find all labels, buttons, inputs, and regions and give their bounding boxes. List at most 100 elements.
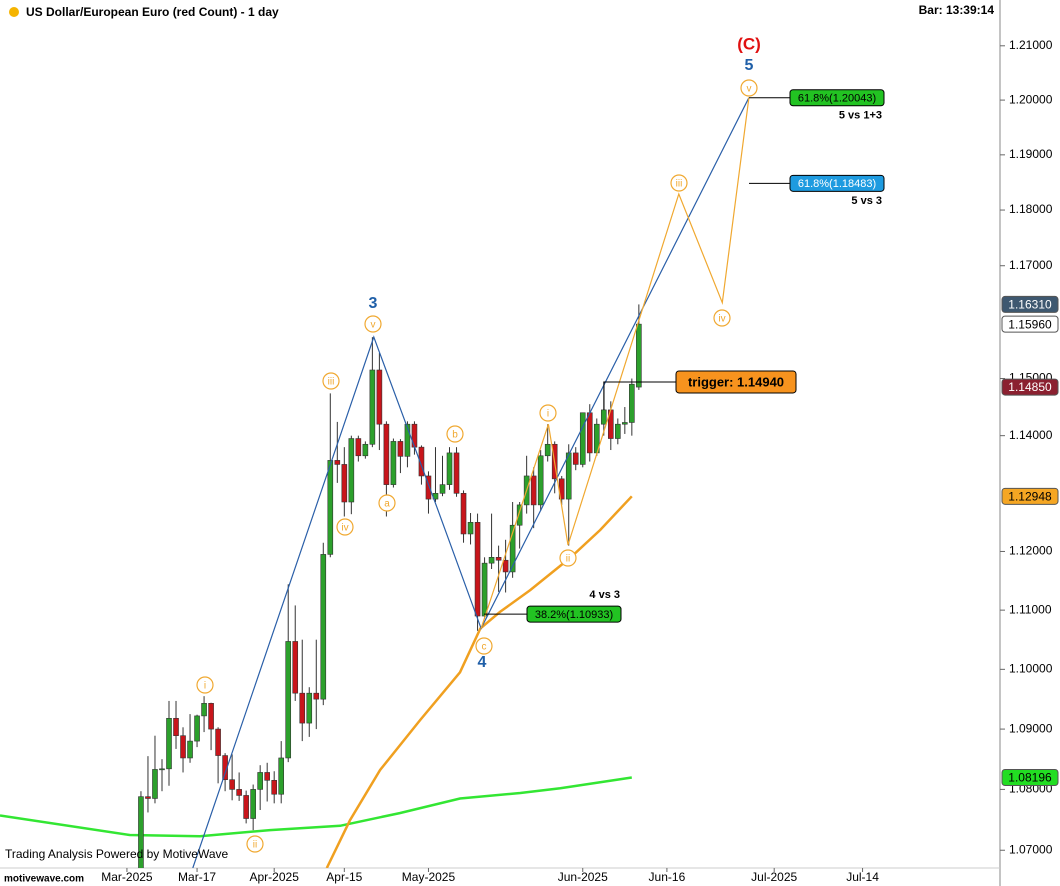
candle-body [313,692,320,700]
wave-label: ii [566,554,570,565]
y-tick-label: 1.07000 [1009,842,1053,856]
wave-label-circle [378,494,396,512]
wave-label: c [482,642,487,653]
x-tick-label: Apr-15 [326,870,362,884]
bar-time: Bar: 13:39:14 [919,3,995,17]
x-tick-label: Jul-14 [846,870,879,884]
price-tag [1001,378,1059,396]
candle-body [600,409,607,425]
wave-label-circle [475,637,493,655]
candle-body [250,789,256,819]
y-tick-label: 1.21000 [1009,38,1053,52]
x-tick-label: Mar-17 [178,870,216,884]
candle-body [636,323,642,388]
candle-body [194,715,200,742]
candle-body [411,423,418,448]
wave-label-circle [322,372,340,390]
x-tick-label: Jun-2025 [558,870,608,884]
price-tag-label: 1.12948 [1008,489,1052,503]
candle-body [362,443,369,457]
x-tick-label: Mar-2025 [101,870,153,884]
candle-body [229,779,235,790]
candle-body [615,423,621,439]
candle-body [138,796,144,868]
candle-body [622,422,628,425]
candle-body [264,772,270,781]
candle-body [446,452,453,485]
candle-body [537,455,544,506]
candle-body [285,641,292,759]
candle-body [201,703,207,717]
y-tick-label: 1.10000 [1009,662,1053,676]
plot-area [0,97,750,868]
x-tick-label: May-2025 [402,870,456,884]
candle-body [271,780,277,795]
y-tick-label: 1.18000 [1009,202,1053,216]
wave-label: (C) [737,34,761,53]
candle-body [467,522,474,535]
candle-body [180,735,186,759]
candle-body [215,728,221,756]
price-tag [1001,769,1059,787]
y-tick-label: 1.20000 [1009,92,1053,106]
wave-label-circle [196,676,214,694]
candle-body [334,460,341,465]
fib-label: 61.8%(1.20043) [798,93,876,105]
wave-label-circle [364,315,382,333]
y-tick-label: 1.14000 [1009,428,1053,442]
candle-body [299,692,306,724]
candle-body [460,493,467,535]
candle-body [369,369,376,445]
wave-label-circle [246,835,264,853]
candle-body [348,438,355,503]
price-tag-label: 1.14850 [1008,380,1052,394]
wave-label: 5 [745,57,754,74]
candle-body [629,383,635,423]
candle-body [159,768,165,771]
candle-body [544,443,551,457]
candle-body [579,412,586,465]
candle-body [586,412,593,454]
wave-label: a [384,499,390,510]
candle-body [327,460,334,555]
x-tick-label: Apr-2025 [250,870,300,884]
y-tick-label: 1.12000 [1009,544,1053,558]
candle-body [488,557,495,564]
fib-note: 5 vs 1+3 [839,110,882,122]
candle-body [474,522,481,617]
price-tag [1001,295,1059,313]
wave-line [192,97,750,868]
wave-label: 4 [478,654,487,671]
y-tick-label: 1.19000 [1009,147,1053,161]
candle-body [516,504,523,526]
candle-body [397,441,404,457]
candle-body [572,452,579,465]
price-tag-label: 1.16310 [1008,298,1052,312]
candle-body [376,369,383,425]
wave-label: iii [676,179,683,190]
wave-label: i [204,681,206,692]
x-tick-label: Jul-2025 [751,870,797,884]
candle-body [152,769,158,799]
candle-body [208,703,214,730]
price-tag [1001,315,1059,333]
candle-body [257,772,263,790]
fib-box [789,174,885,192]
trigger-box [675,370,797,394]
wave-label-circle [336,518,354,536]
candle-body [320,554,327,700]
x-tick-label: Jun-16 [649,870,686,884]
candle-body [509,524,516,573]
footer: Trading Analysis Powered by MotiveWave [5,847,229,861]
candle-body [278,757,285,795]
wave-label: 3 [369,295,378,312]
wave-label-circle [559,549,577,567]
wave-label: iii [328,377,335,388]
chart-title: US Dollar/European Euro (red Count) - 1 … [26,5,279,19]
candle-body [306,692,313,724]
fib-note: 5 vs 3 [851,195,882,207]
wave-label-circle [713,309,731,327]
fib-box [789,89,885,107]
wave-label: iv [341,523,348,534]
